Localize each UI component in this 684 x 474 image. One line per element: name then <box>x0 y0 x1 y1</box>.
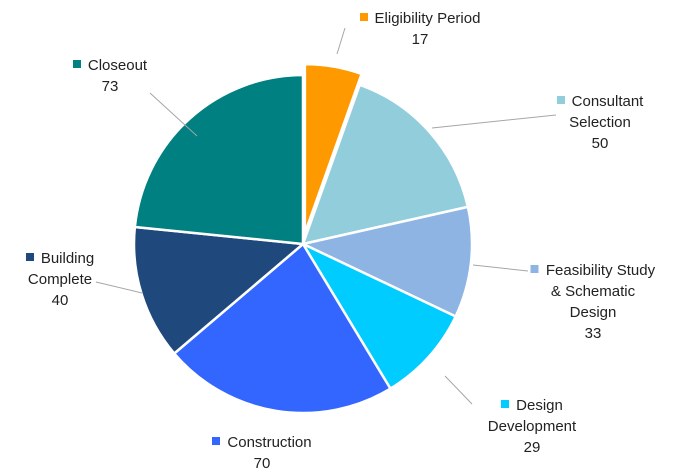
data-label: Feasibility Study & Schematic Design 33 <box>526 260 661 344</box>
category-label: Construction <box>227 434 312 451</box>
value-label: 50 <box>591 135 609 152</box>
category-label: Design Development <box>487 397 577 435</box>
legend-marker <box>359 13 368 21</box>
pie-slice <box>299 205 474 319</box>
pie-slice <box>299 241 458 391</box>
legend-marker <box>530 265 539 273</box>
data-label: Eligibility Period 17 <box>345 8 495 50</box>
pie-slice <box>133 73 305 246</box>
pie-slice <box>132 225 307 356</box>
category-label: Feasibility Study & Schematic Design <box>545 262 656 321</box>
legend-marker <box>501 400 510 408</box>
value-label: 73 <box>101 78 119 95</box>
leader-line <box>336 27 346 55</box>
pie-slice <box>301 83 470 246</box>
leader-line <box>472 264 529 272</box>
category-label: Consultant Selection <box>569 93 644 131</box>
value-label: 33 <box>584 325 602 342</box>
data-label: Consultant Selection 50 <box>550 91 650 154</box>
data-label: Construction 70 <box>187 432 337 474</box>
data-label: Closeout 73 <box>55 55 165 97</box>
leader-line <box>431 114 557 129</box>
value-label: 70 <box>253 455 271 472</box>
leader-line <box>444 375 473 405</box>
category-label: Eligibility Period <box>374 10 481 27</box>
value-label: 40 <box>51 292 69 309</box>
value-label: 29 <box>523 439 541 456</box>
category-label: Building Complete <box>27 250 95 288</box>
legend-marker <box>72 60 81 68</box>
value-label: 17 <box>411 31 429 48</box>
legend-marker <box>556 96 565 104</box>
data-label: Design Development 29 <box>477 395 587 458</box>
legend-marker <box>25 253 34 261</box>
pie-slice <box>303 62 364 234</box>
leader-line <box>149 92 198 137</box>
pie-slice <box>172 242 393 415</box>
data-label: Building Complete 40 <box>10 248 110 311</box>
category-label: Closeout <box>87 57 148 74</box>
leader-line <box>95 281 143 294</box>
legend-marker <box>212 437 221 445</box>
